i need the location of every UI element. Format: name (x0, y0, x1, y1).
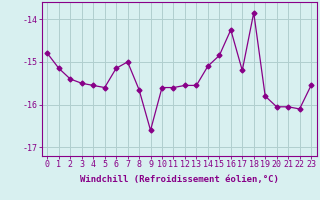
X-axis label: Windchill (Refroidissement éolien,°C): Windchill (Refroidissement éolien,°C) (80, 175, 279, 184)
